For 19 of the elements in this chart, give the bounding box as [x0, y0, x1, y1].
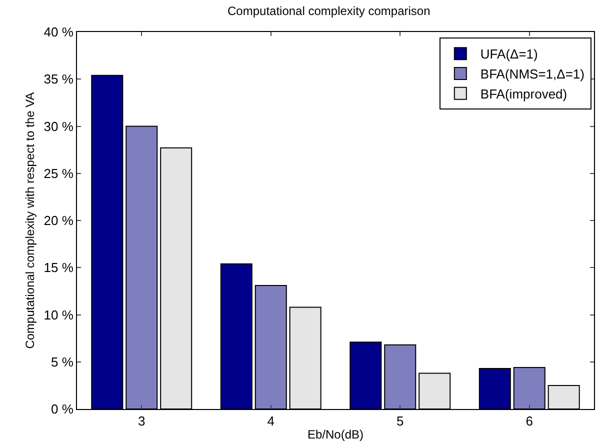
y-tick-label: 20 % [44, 213, 74, 228]
chart-title: Computational complexity comparison [228, 4, 430, 18]
y-tick-label: 40 % [44, 24, 74, 40]
x-tick-label: 5 [396, 414, 404, 429]
x-tick-label: 6 [526, 414, 533, 429]
y-tick-label: 0 % [50, 402, 74, 417]
legend-label: BFA(NMS=1,Δ=1) [480, 66, 584, 82]
y-tick-label: 15 % [44, 260, 74, 276]
y-tick-label: 35 % [44, 72, 74, 87]
y-tick-label: 30 % [44, 118, 74, 134]
y-tick-label: 10 % [44, 307, 74, 322]
legend-label: BFA(improved) [480, 86, 568, 102]
x-axis-title: Eb/No(dB) [307, 428, 364, 442]
x-tick-label: 4 [267, 414, 274, 429]
y-tick-label: 25 % [44, 166, 74, 181]
y-tick-label: 5 % [50, 354, 74, 370]
x-tick-label: 3 [138, 414, 146, 429]
legend-label: UFA(Δ=1) [480, 46, 538, 62]
y-axis-title: Computational complexity with respect to the VA [23, 92, 38, 349]
